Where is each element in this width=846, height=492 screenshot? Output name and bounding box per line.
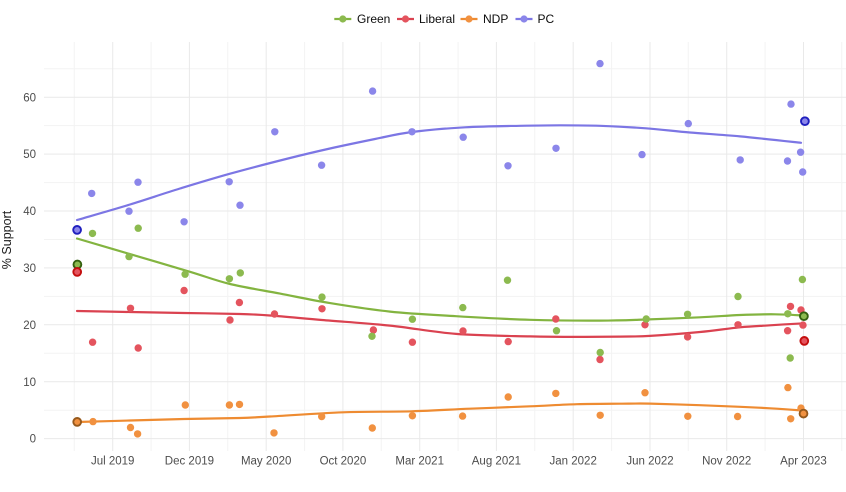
svg-text:60: 60	[23, 92, 36, 104]
svg-text:Jun 2022: Jun 2022	[626, 456, 673, 468]
svg-text:Jan 2022: Jan 2022	[550, 456, 597, 468]
svg-text:Apr 2023: Apr 2023	[780, 456, 827, 468]
svg-text:Mar 2021: Mar 2021	[395, 456, 444, 468]
svg-text:Aug 2021: Aug 2021	[472, 456, 521, 468]
svg-text:Jul 2019: Jul 2019	[91, 456, 134, 468]
svg-text:30: 30	[23, 263, 36, 275]
svg-text:Green: Green	[357, 12, 390, 26]
svg-text:40: 40	[23, 206, 36, 218]
svg-text:NDP: NDP	[483, 12, 508, 26]
svg-text:May 2020: May 2020	[241, 456, 292, 468]
svg-text:50: 50	[23, 149, 36, 161]
svg-text:Liberal: Liberal	[419, 12, 455, 26]
svg-text:Dec 2019: Dec 2019	[165, 456, 214, 468]
svg-text:10: 10	[23, 377, 36, 389]
svg-text:PC: PC	[538, 12, 555, 26]
svg-text:Oct 2020: Oct 2020	[320, 456, 367, 468]
svg-text:% Support: % Support	[0, 210, 14, 269]
svg-text:Nov 2022: Nov 2022	[702, 456, 751, 468]
svg-text:0: 0	[30, 434, 36, 446]
svg-text:20: 20	[23, 320, 36, 332]
